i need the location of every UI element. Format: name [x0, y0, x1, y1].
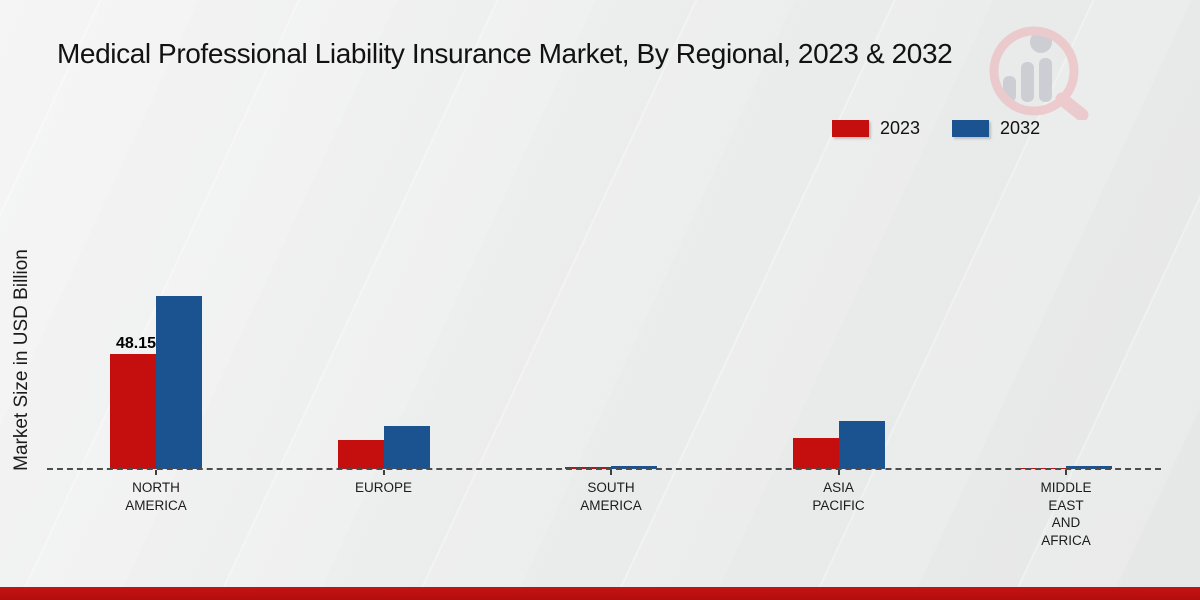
footer-accent-bar: [0, 587, 1200, 600]
legend: 2023 2032: [832, 118, 1040, 139]
legend-label-2032: 2032: [1000, 118, 1041, 138]
y-axis-label: Market Size in USD Billion: [11, 249, 32, 471]
x-axis-category-label: ASIA PACIFIC: [812, 480, 865, 513]
bar-2023-south-america: [565, 466, 611, 469]
bar-2032-south-america: [611, 465, 657, 469]
x-axis-category-label: MIDDLE EAST AND AFRICA: [1040, 480, 1092, 548]
bar-2023-asia-pacific: [792, 437, 839, 469]
bar-2023-north-america: [110, 354, 156, 469]
legend-swatch-2023: [832, 120, 869, 137]
x-axis-tick: [155, 470, 157, 475]
x-axis-category-label: EUROPE: [354, 480, 412, 495]
zero-axis-line: [47, 468, 1161, 470]
x-axis-tick: [610, 470, 612, 475]
x-axis-category-label: NORTH AMERICA: [125, 480, 187, 513]
bar-value-label: 48.15: [115, 335, 156, 352]
bar-2032-middle-east-and-africa: [1066, 465, 1112, 469]
bar-2023-europe: [337, 440, 384, 469]
x-axis-tick: [1065, 470, 1067, 475]
legend-item-2032: 2032: [952, 118, 1040, 139]
chart-title: Medical Professional Liability Insurance…: [57, 38, 953, 69]
x-axis-tick: [837, 470, 840, 475]
x-axis-tick: [382, 470, 385, 475]
legend-swatch-2032: [952, 120, 990, 137]
bar-2032-north-america: [156, 296, 202, 469]
x-axis-category-label: SOUTH AMERICA: [580, 480, 642, 513]
bar-2032-europe: [383, 426, 430, 469]
legend-item-2023: 2023: [832, 118, 920, 139]
legend-label-2023: 2023: [880, 118, 921, 138]
magnifier-bar-chart-watermark-icon: [989, 26, 1089, 120]
bar-2032-asia-pacific: [838, 421, 885, 469]
